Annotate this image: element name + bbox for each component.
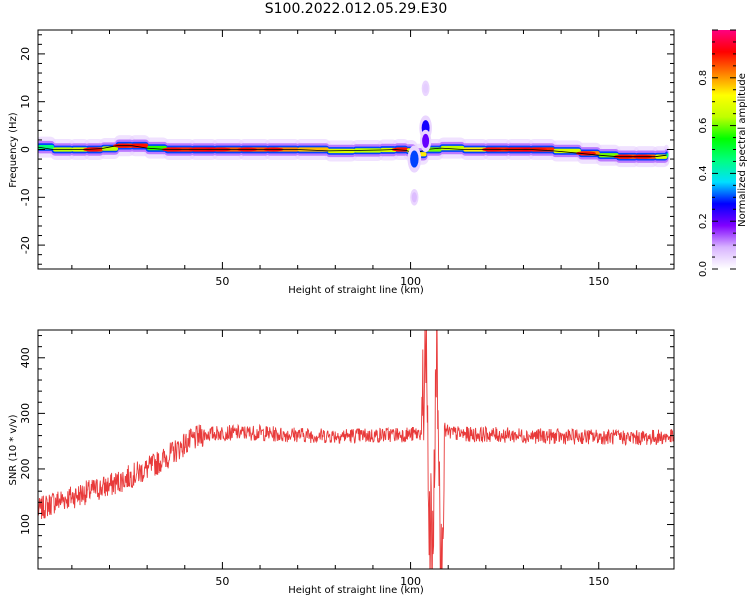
colorbar-tick-label: 0.2 <box>698 213 709 229</box>
snr-frame <box>37 329 675 570</box>
spectrogram-x-axis-label: Height of straight line (km) <box>288 285 424 296</box>
y-tick-label: -10 <box>19 188 32 206</box>
spectrogram-y-axis-label: Frequency (Hz) <box>8 112 19 188</box>
ridge-core <box>38 144 55 150</box>
spectral-blob <box>411 192 417 203</box>
snr-series-line <box>38 330 674 569</box>
y-tick-label: 10 <box>19 95 32 109</box>
snr-y-axis-label: SNR (10 * v/v) <box>8 414 19 485</box>
colorbar-ticks: 0.0 0.2 0.4 0.6 0.8 <box>698 29 736 277</box>
colorbar: 0.0 0.2 0.4 0.6 0.8 Normalized spectral ampl… <box>698 29 748 277</box>
snr-x-axis-label: Height of straight line (km) <box>288 585 424 596</box>
spectrogram-ticks: 50 100 150 -20 -10 0 10 20 <box>19 30 675 288</box>
snr-panel: 50 100 150 100 200 300 400 Height of straight … <box>8 329 675 596</box>
y-tick-label: -20 <box>19 236 32 254</box>
x-tick-label: 150 <box>588 575 609 588</box>
colorbar-scale <box>712 30 736 269</box>
ridge-line <box>38 145 667 158</box>
spectral-blob <box>410 150 419 168</box>
y-tick-label: 0 <box>19 146 32 153</box>
snr-marks <box>38 330 674 569</box>
snr-plot-area <box>38 330 674 569</box>
y-tick-label: 300 <box>19 403 32 424</box>
spectrogram-marks <box>38 80 670 206</box>
x-tick-label: 50 <box>215 275 229 288</box>
spectral-blob <box>422 133 430 148</box>
chart-title: S100.2022.012.05.29.E30 <box>264 1 448 17</box>
x-tick-label: 150 <box>588 275 609 288</box>
spectrogram-panel: 50 100 150 -20 -10 0 10 20 Height of straight l… <box>8 29 675 296</box>
y-tick-label: 200 <box>19 459 32 480</box>
x-tick-label: 50 <box>215 575 229 588</box>
ridge-peak <box>128 143 149 148</box>
colorbar-tick-label: 0.0 <box>698 261 709 277</box>
ridge-core <box>666 153 669 158</box>
spectrogram-frame <box>37 29 675 270</box>
spectral-blob <box>423 83 429 94</box>
x-tick-label: 100 <box>400 575 421 588</box>
y-tick-label: 20 <box>19 47 32 61</box>
snr-ticks: 50 100 150 100 200 300 400 <box>19 330 675 588</box>
colorbar-tick-label: 0.4 <box>698 165 709 181</box>
y-tick-label: 400 <box>19 347 32 368</box>
colorbar-tick-label: 0.6 <box>698 118 709 134</box>
x-tick-label: 100 <box>400 275 421 288</box>
colorbar-tick-label: 0.8 <box>698 70 709 86</box>
colorbar-label: Normalized spectral amplitude <box>737 73 748 227</box>
ridge-core <box>553 148 581 154</box>
y-tick-label: 100 <box>19 514 32 535</box>
